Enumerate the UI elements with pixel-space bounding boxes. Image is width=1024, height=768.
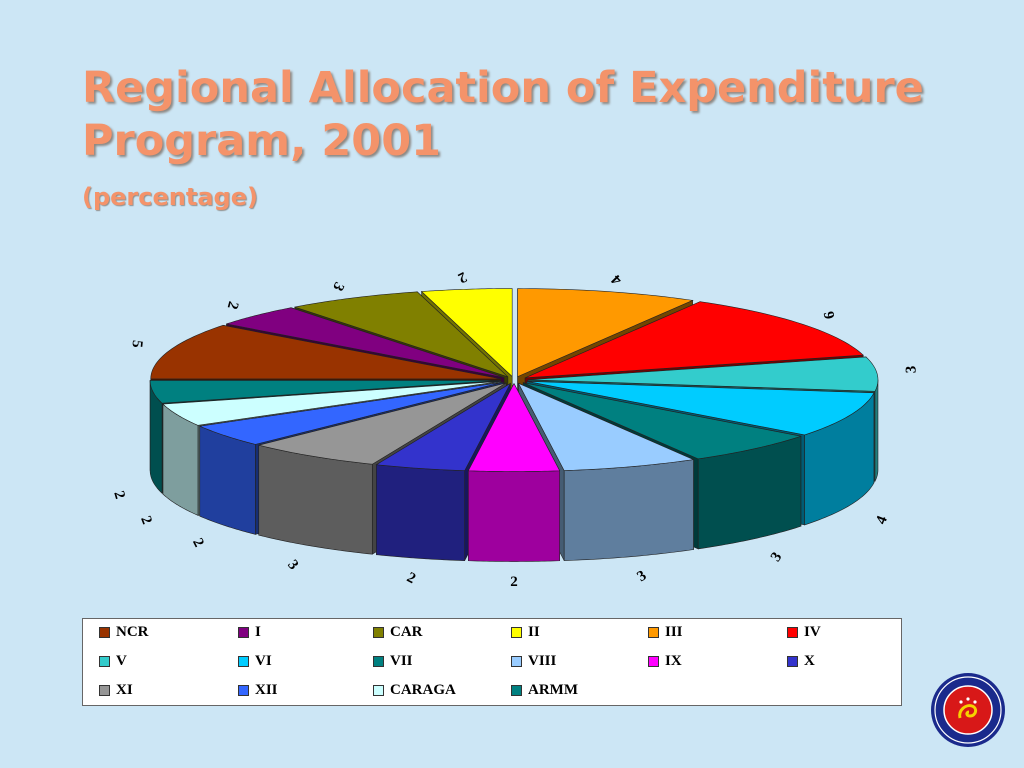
pie-slice-iii (517, 288, 694, 378)
legend-label: IX (665, 653, 682, 669)
legend-item-xii: XII (238, 682, 278, 699)
legend-label: IV (804, 624, 821, 640)
pie-data-label-iii: 4 (608, 271, 625, 288)
pie-data-label-x: 2 (404, 570, 418, 588)
pie-data-label-viii: 3 (634, 568, 649, 585)
pie-data-label-ix: 2 (510, 574, 518, 590)
legend-label: NCR (116, 624, 149, 640)
legend-label: II (528, 624, 540, 640)
pie-data-label-caraga: 2 (137, 514, 155, 527)
legend-item-i: I (238, 624, 261, 641)
pie-slice-caraga (162, 381, 502, 426)
pie-data-label-armm: 2 (110, 489, 127, 501)
pie-slice-i (226, 307, 505, 378)
legend-item-iii: III (648, 624, 683, 641)
pie-slice-car (294, 291, 509, 378)
legend-item-armm: ARMM (511, 682, 578, 699)
legend-label: III (665, 624, 683, 640)
legend-label: ARMM (528, 682, 578, 698)
pie-slice-tops (149, 288, 879, 472)
pie-slice-ncr (150, 324, 501, 380)
legend-label: VII (390, 653, 413, 669)
legend-item-ncr: NCR (99, 624, 149, 641)
chart-legend: NCR I CAR II III IV V VI VII VIII IX X XI XII CARAGA AR… (82, 618, 902, 706)
legend-item-ii: II (511, 624, 540, 641)
legend-label: V (116, 653, 127, 669)
pie-slice-vii (523, 382, 801, 460)
legend-label: I (255, 624, 261, 640)
pie-data-label-ii: 2 (455, 268, 469, 286)
legend-swatch (787, 656, 798, 667)
pie-slice-front-x (376, 464, 465, 561)
pie-slice-xi (258, 382, 507, 465)
legend-label: VIII (528, 653, 557, 669)
pie-data-label-car: 3 (329, 279, 347, 293)
legend-swatch (511, 685, 522, 696)
pie-slice-x (375, 382, 512, 471)
legend-label: X (804, 653, 815, 669)
legend-item-iv: IV (787, 624, 821, 641)
pie-slice-front-viii (563, 459, 694, 561)
pie-data-label-v: 3 (903, 365, 919, 373)
slide-title: Regional Allocation of Expenditure Progr… (82, 62, 924, 168)
legend-label: XI (116, 682, 133, 698)
legend-swatch (373, 656, 384, 667)
legend-label: CAR (390, 624, 423, 640)
pie-data-label-xi: 3 (284, 557, 301, 573)
legend-swatch (99, 656, 110, 667)
legend-item-ix: IX (648, 653, 682, 670)
legend-label: XII (255, 682, 278, 698)
legend-swatch (373, 627, 384, 638)
legend-swatch (511, 627, 522, 638)
slide-title-line1: Regional Allocation of Expenditure (82, 63, 924, 113)
legend-item-vi: VI (238, 653, 272, 670)
legend-swatch (648, 656, 659, 667)
slide-title-line2: Program, 2001 (82, 116, 442, 166)
pie-slice-viii (517, 382, 695, 471)
legend-swatch (238, 656, 249, 667)
pie-data-label-vii: 3 (768, 550, 785, 565)
legend-swatch (787, 627, 798, 638)
pie-data-label-vi: 4 (873, 513, 891, 526)
legend-swatch (99, 685, 110, 696)
legend-swatch (373, 685, 384, 696)
pie-data-label-xii: 2 (189, 536, 207, 550)
legend-label: VI (255, 653, 272, 669)
legend-item-x: X (787, 653, 815, 670)
pie-slice-fronts (149, 379, 879, 562)
pie-slice-front-v (874, 379, 879, 482)
legend-label: CARAGA (390, 682, 456, 698)
pie-data-label-i: 2 (224, 300, 241, 311)
legend-item-v: V (99, 653, 127, 670)
pie-data-label-iv: 6 (821, 309, 838, 320)
legend-swatch (238, 685, 249, 696)
pie-slice-ix (467, 382, 561, 472)
legend-item-car: CAR (373, 624, 423, 641)
pie-slice-v (527, 356, 879, 392)
legend-item-caraga: CARAGA (373, 682, 456, 699)
pie-slice-vi (526, 381, 875, 436)
legend-item-viii: VIII (511, 653, 556, 670)
dbm-seal-logo (931, 673, 1005, 747)
legend-swatch (238, 627, 249, 638)
pie-data-label-ncr: 5 (128, 339, 145, 348)
pie-slice-armm (149, 380, 501, 404)
legend-swatch (511, 656, 522, 667)
pie-slice-xii (198, 381, 503, 445)
pie-slice-iv (524, 301, 864, 379)
slide-subtitle: (percentage) (82, 183, 258, 211)
legend-item-vii: VII (373, 653, 413, 670)
legend-swatch (648, 627, 659, 638)
legend-item-xi: XI (99, 682, 133, 699)
pie-slice-front-ix (468, 470, 560, 562)
legend-swatch (99, 627, 110, 638)
pie-slice-ii (420, 288, 513, 378)
